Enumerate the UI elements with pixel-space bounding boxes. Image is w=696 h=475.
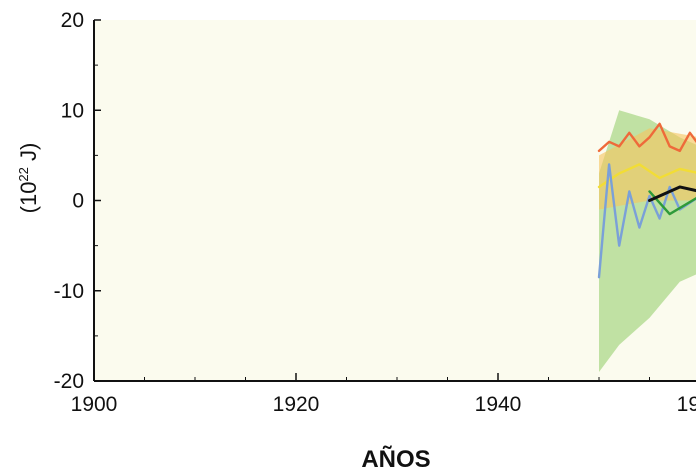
y-axis-title: (1022 J) [16,143,41,214]
y-tick-label: 0 [72,190,84,213]
x-tick-label: 1940 [475,393,522,416]
x-axis-title: AÑOS [361,445,430,473]
y-tick-label: -10 [54,280,84,303]
series-lines [597,122,696,279]
y-tick-label: 10 [61,99,84,122]
y-tick-label: 20 [61,9,84,32]
x-tick-label: 1920 [273,393,320,416]
plot-background [94,20,696,381]
tick-marks [93,19,650,382]
y-tick-label: -20 [54,370,84,393]
series-line-3 [597,163,696,279]
x-tick-label: 1960 [677,393,696,416]
x-tick-label: 1900 [71,393,118,416]
